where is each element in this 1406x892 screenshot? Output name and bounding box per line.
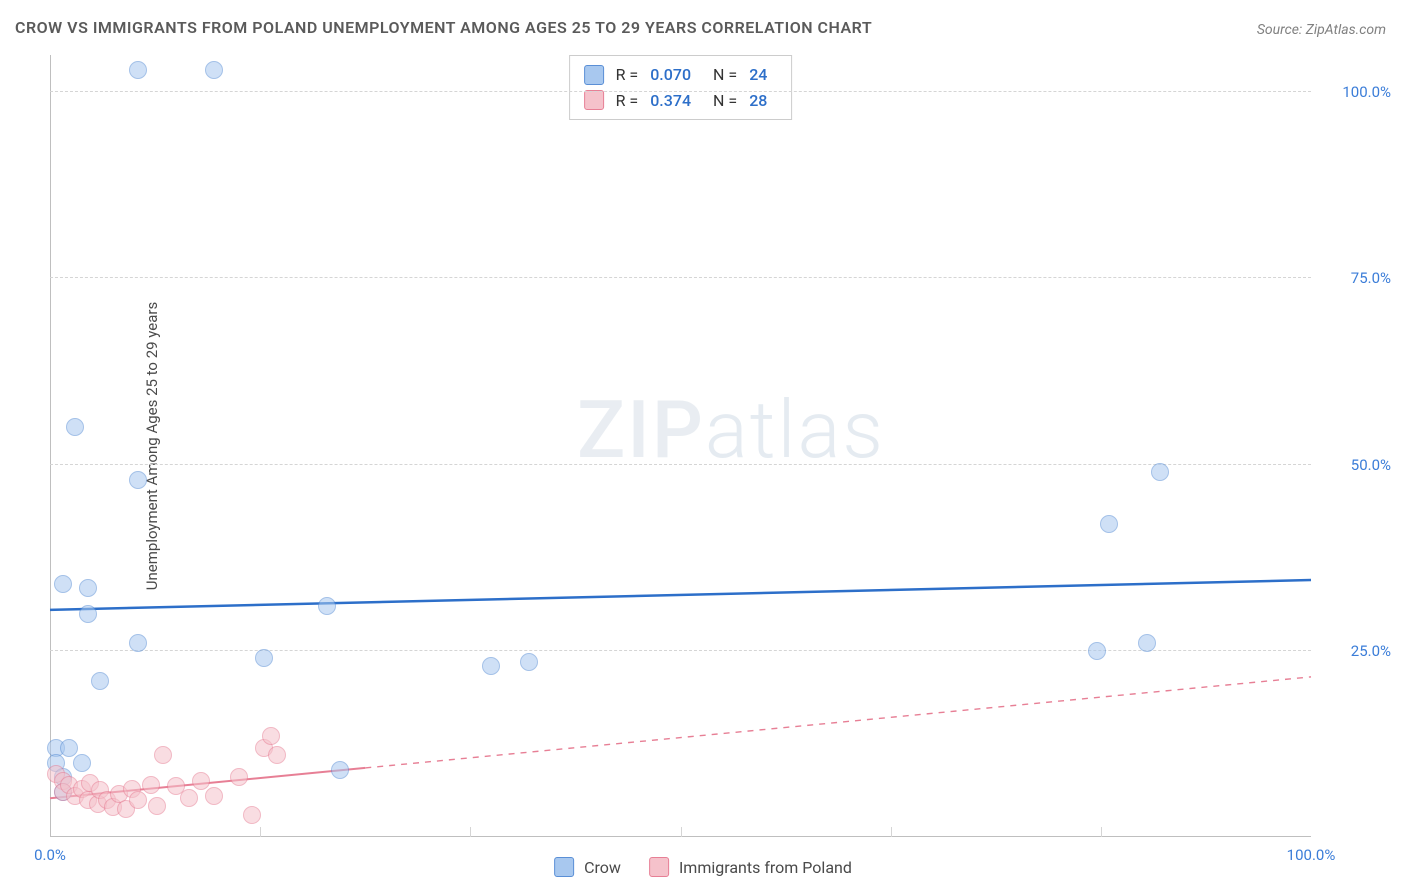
gridline-v [891,827,892,837]
gridline-h [50,650,1311,651]
point-crow [1088,642,1106,660]
swatch-poland [584,90,604,110]
source-label: Source: ZipAtlas.com [1257,22,1386,38]
point-crow [129,471,147,489]
point-crow [66,418,84,436]
stats-row-crow: R = 0.070 N = 24 [584,62,778,88]
gridline-v [681,827,682,837]
gridline-h [50,277,1311,278]
gridline-h [50,464,1311,465]
correlation-chart: CROW VS IMMIGRANTS FROM POLAND UNEMPLOYM… [0,0,1406,892]
point-crow [1138,634,1156,652]
y-tick-label: 100.0% [1342,83,1391,101]
swatch-crow [554,857,574,877]
n-value-crow: 24 [749,62,767,88]
series-legend: Crow Immigrants from Poland [554,857,852,877]
point-crow [73,754,91,772]
x-tick-label: 100.0% [1287,846,1336,864]
legend-item-poland: Immigrants from Poland [649,857,852,877]
legend-label-crow: Crow [584,858,621,877]
trendline-crow [50,580,1311,610]
trendline-extrapolation [365,677,1311,768]
gridline-v [470,827,471,837]
point-poland [180,789,198,807]
legend-label-poland: Immigrants from Poland [679,858,852,877]
point-poland [129,791,147,809]
point-crow [129,61,147,79]
y-tick-label: 75.0% [1351,269,1391,287]
y-tick-label: 25.0% [1351,642,1391,660]
point-poland [205,787,223,805]
point-crow [331,761,349,779]
point-poland [192,772,210,790]
point-crow [482,657,500,675]
point-crow [1100,515,1118,533]
x-tick-label: 0.0% [34,846,66,864]
point-poland [268,746,286,764]
gridline-v [260,827,261,837]
point-crow [79,605,97,623]
point-poland [243,806,261,824]
swatch-crow [584,65,604,85]
swatch-poland [649,857,669,877]
point-crow [79,579,97,597]
plot-area: ZIPatlas R = 0.070 N = 24 R = 0.374 N = … [50,55,1311,837]
point-poland [262,727,280,745]
point-crow [520,653,538,671]
point-crow [1151,463,1169,481]
r-label: R = [616,62,639,88]
gridline-v [1101,827,1102,837]
point-poland [142,776,160,794]
trendlines-overlay [50,55,1311,837]
point-crow [205,61,223,79]
point-poland [148,797,166,815]
point-crow [129,634,147,652]
point-crow [91,672,109,690]
point-poland [230,768,248,786]
legend-item-crow: Crow [554,857,621,877]
point-crow [60,739,78,757]
point-poland [154,746,172,764]
gridline-h [50,91,1311,92]
r-value-crow: 0.070 [650,62,691,88]
stats-legend: R = 0.070 N = 24 R = 0.374 N = 28 [569,55,793,120]
n-label: N = [713,62,737,88]
chart-title: CROW VS IMMIGRANTS FROM POLAND UNEMPLOYM… [15,18,872,37]
point-crow [54,575,72,593]
y-tick-label: 50.0% [1351,456,1391,474]
point-crow [255,649,273,667]
point-crow [318,597,336,615]
